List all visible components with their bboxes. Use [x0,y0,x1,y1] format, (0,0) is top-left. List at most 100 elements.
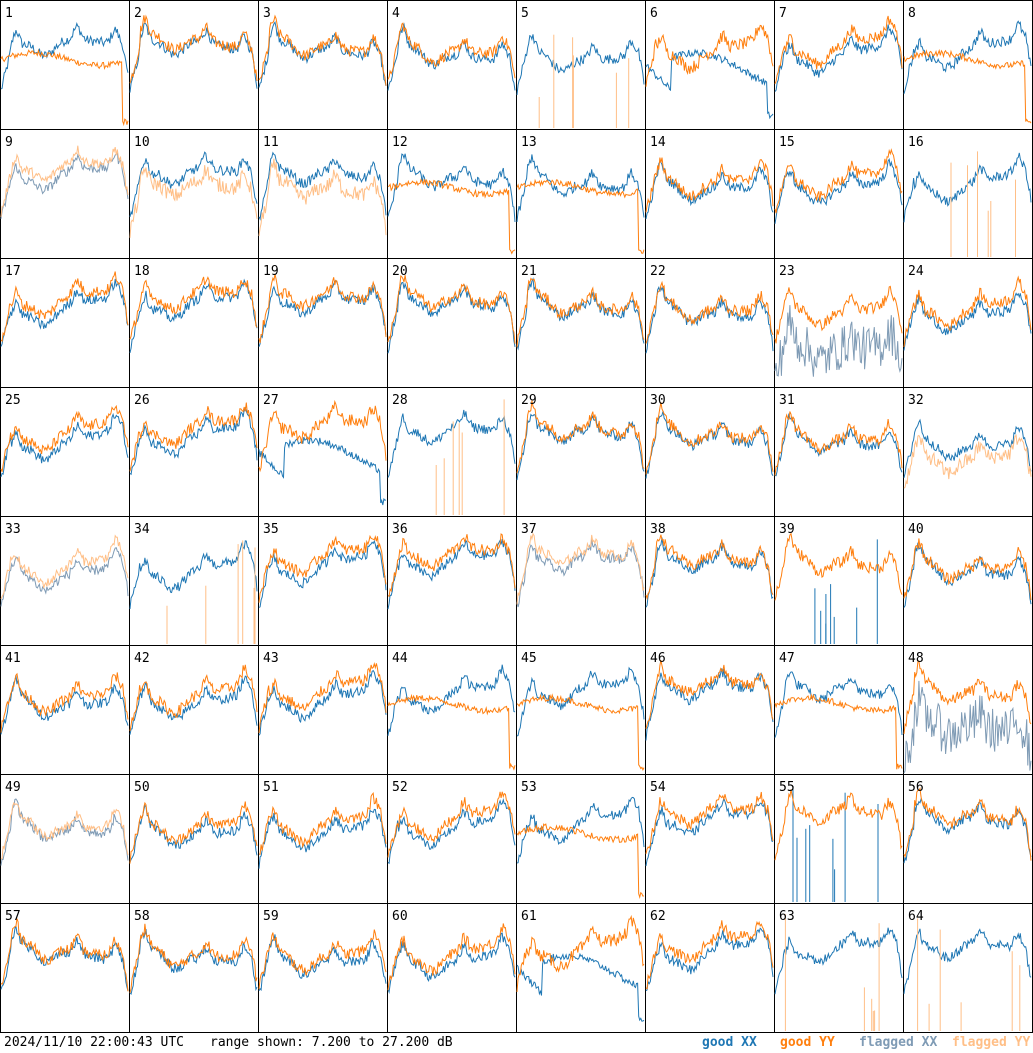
series-good-xx [129,22,258,93]
panel-36: 36 [387,516,517,646]
panel-15: 15 [774,129,904,259]
panel-label: 24 [908,264,924,279]
panel-label: 17 [5,264,21,279]
panel-37: 37 [516,516,646,646]
panel-46: 46 [645,645,775,775]
series-good-yy [645,24,774,87]
panel-frame [774,129,904,259]
panel-frame [516,516,646,646]
series-good-xx [387,538,516,610]
panel-12: 12 [387,129,517,259]
panel-43: 43 [258,645,388,775]
panel-11: 11 [258,129,388,259]
panel-label: 48 [908,651,924,666]
panel-29: 29 [516,387,646,517]
panel-5: 5 [516,0,646,130]
panel-frame [0,645,130,775]
series-good-yy [129,801,258,864]
panel-frame [903,903,1033,1033]
panel-62: 62 [645,903,775,1033]
panel-40: 40 [903,516,1033,646]
series-good-yy [129,276,258,340]
panel-frame [774,0,904,130]
panel-9: 9 [0,129,130,259]
panel-label: 54 [650,780,666,795]
series-good-xx [387,798,516,865]
series-good-yy [774,285,903,344]
series-flagged-xx [774,305,903,377]
panel-label: 36 [392,522,408,537]
series-good-yy [129,923,258,994]
series-good-yy [516,400,645,474]
panel-60: 60 [387,903,517,1033]
series-good-xx [258,151,387,221]
panel-label: 9 [5,135,13,150]
panel-frame [258,258,388,388]
panel-frame [0,387,130,517]
panel-frame [645,645,775,775]
panel-39: 39 [774,516,904,646]
panel-frame [258,903,388,1033]
panel-10: 10 [129,129,259,259]
panel-label: 47 [779,651,795,666]
panel-label: 30 [650,393,666,408]
panel-label: 51 [263,780,279,795]
panel-58: 58 [129,903,259,1033]
panel-label: 11 [263,135,279,150]
panel-45: 45 [516,645,646,775]
panel-2: 2 [129,0,259,130]
panel-24: 24 [903,258,1033,388]
panel-1: 1 [0,0,130,130]
series-flagged-xx [0,150,129,219]
series-good-xx [645,48,774,120]
series-good-xx [258,435,387,506]
panel-label: 33 [5,522,21,537]
series-flagged-yy [516,532,645,605]
panel-label: 32 [908,393,924,408]
panel-17: 17 [0,258,130,388]
panel-frame [903,774,1033,904]
panel-51: 51 [258,774,388,904]
panel-label: 35 [263,522,279,537]
panel-label: 34 [134,522,150,537]
panel-label: 21 [521,264,537,279]
series-good-yy [129,14,258,84]
panel-49: 49 [0,774,130,904]
panel-label: 26 [134,393,150,408]
panel-label: 5 [521,6,529,21]
panel-label: 18 [134,264,150,279]
series-good-yy [903,275,1032,348]
panel-54: 54 [645,774,775,904]
series-good-yy [387,22,516,80]
series-good-yy [0,918,129,992]
series-good-yy [903,787,1032,861]
panel-14: 14 [645,129,775,259]
panel-label: 3 [263,6,271,21]
series-good-yy [387,693,516,771]
series-good-xx [258,279,387,347]
series-good-xx [0,278,129,347]
panel-label: 31 [779,393,795,408]
panel-label: 23 [779,264,795,279]
series-good-yy [774,148,903,214]
panel-25: 25 [0,387,130,517]
series-good-xx [645,668,774,741]
panel-3: 3 [258,0,388,130]
panel-label: 19 [263,264,279,279]
series-good-yy [903,538,1032,601]
series-good-yy [0,672,129,733]
series-good-xx [903,928,1032,994]
panel-frame [645,0,775,130]
series-good-xx [129,675,258,735]
panel-20: 20 [387,258,517,388]
series-good-xx [129,151,258,218]
panel-frame [0,129,130,259]
series-good-yy [516,277,645,348]
legend-good-xx: good XX [702,1035,757,1050]
panel-18: 18 [129,258,259,388]
panel-21: 21 [516,258,646,388]
panel-42: 42 [129,645,259,775]
series-flagged-yy [0,534,129,600]
panel-frame [258,774,388,904]
panel-frame [774,903,904,1033]
